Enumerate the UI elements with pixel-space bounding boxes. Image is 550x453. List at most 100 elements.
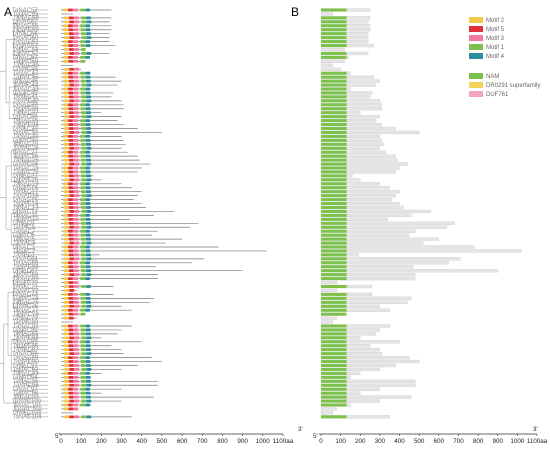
nam-domain — [321, 83, 347, 87]
motif-block — [63, 221, 69, 225]
motif-block — [73, 127, 79, 130]
motif-block — [73, 79, 79, 83]
nam-domain — [321, 127, 347, 130]
motif-block — [69, 225, 75, 229]
motif-block — [68, 135, 73, 138]
motif-block — [81, 178, 87, 182]
motif-block — [86, 32, 91, 36]
motif-block — [80, 249, 86, 253]
motif-block — [85, 249, 91, 253]
motif-block — [69, 131, 75, 134]
protein-box — [320, 249, 522, 253]
gene-label: TaNAC2 — [13, 249, 36, 255]
nam-domain — [321, 71, 347, 75]
motif-block — [73, 190, 79, 194]
motif-block — [74, 67, 80, 71]
motif-block — [63, 233, 69, 237]
motif-block — [73, 158, 79, 162]
motif-block — [73, 293, 78, 296]
nam-domain — [321, 28, 347, 32]
motif-block — [86, 174, 91, 178]
motif-block — [63, 44, 69, 47]
motif-block — [73, 249, 79, 253]
motif-block — [80, 364, 86, 367]
motif-block — [64, 273, 70, 277]
motif-block — [85, 375, 91, 379]
motif-block — [86, 162, 92, 166]
gene-label: TaNAC16 — [13, 193, 39, 199]
motif-block — [81, 225, 87, 229]
motif-block — [69, 257, 75, 261]
nam-domain — [321, 119, 347, 123]
gene-label: TaNAC53 — [12, 43, 38, 49]
motif-block — [68, 166, 73, 170]
gene-label: TaNAC33 — [12, 126, 38, 132]
nam-domain — [321, 229, 347, 233]
motif-block — [63, 245, 68, 249]
motif-block — [68, 237, 74, 241]
motif-block — [73, 217, 79, 221]
motif-block — [85, 202, 91, 205]
motif-block — [80, 229, 86, 233]
nam-domain — [321, 87, 347, 91]
motif-block — [73, 24, 78, 28]
motif-block — [81, 20, 87, 24]
motif-block — [80, 44, 86, 47]
panel-b-label: B — [291, 5, 299, 19]
motif-block — [74, 178, 80, 182]
motif-block — [68, 71, 73, 75]
gene-label: TaNAC23 — [13, 166, 39, 172]
motif-block — [85, 28, 91, 32]
motif-block — [80, 28, 86, 32]
motif-block — [80, 111, 86, 115]
motif-block — [86, 52, 92, 55]
motif-block — [74, 210, 80, 213]
legend-label: NAM — [486, 74, 499, 80]
motif-block — [81, 257, 87, 261]
motif-block — [63, 285, 69, 288]
motif-block — [73, 40, 78, 43]
gene-label: TaNAC38 — [13, 107, 39, 113]
motif-block — [73, 71, 78, 75]
motif-block — [85, 229, 91, 233]
gene-label: TaNAC14 — [13, 201, 39, 207]
nam-domain — [321, 273, 347, 277]
motif-block — [68, 316, 74, 320]
motif-block — [68, 348, 74, 352]
motif-block — [85, 328, 91, 332]
gene-label: TaNAC37 — [13, 111, 39, 117]
gene-label: TaNAC44 — [13, 83, 39, 89]
motif-block — [81, 304, 87, 308]
motif-block — [73, 407, 79, 411]
nam-domain — [321, 8, 347, 12]
motif-block — [80, 158, 86, 162]
motif-block — [69, 194, 75, 198]
motif-block — [80, 16, 86, 20]
motif-block — [68, 79, 74, 83]
gene-label: TaNAC19 — [13, 182, 39, 188]
motif-block — [85, 403, 91, 407]
motif-block — [73, 375, 79, 379]
motif-block — [81, 131, 87, 134]
gene-label: TaNAC62 — [12, 20, 38, 26]
motif-block — [64, 289, 70, 292]
motif-block — [85, 154, 91, 158]
nam-domain — [321, 249, 347, 253]
motif-block — [80, 300, 86, 304]
motif-block — [64, 115, 70, 119]
gene-label: TaNAC82 — [12, 328, 38, 334]
gene-label: TaNAC1 — [13, 253, 36, 259]
motif-block — [73, 119, 78, 122]
motif-block — [80, 40, 86, 43]
motif-block — [64, 368, 70, 371]
nam-domain — [321, 182, 347, 186]
motif-block — [68, 261, 73, 265]
motif-block — [80, 87, 86, 91]
motif-block — [69, 336, 75, 340]
motif-block — [86, 190, 91, 194]
protein-box — [320, 59, 345, 63]
motif-block — [63, 24, 68, 28]
nam-domain — [321, 379, 347, 383]
motif-block — [85, 293, 91, 296]
motif-block — [74, 99, 80, 103]
